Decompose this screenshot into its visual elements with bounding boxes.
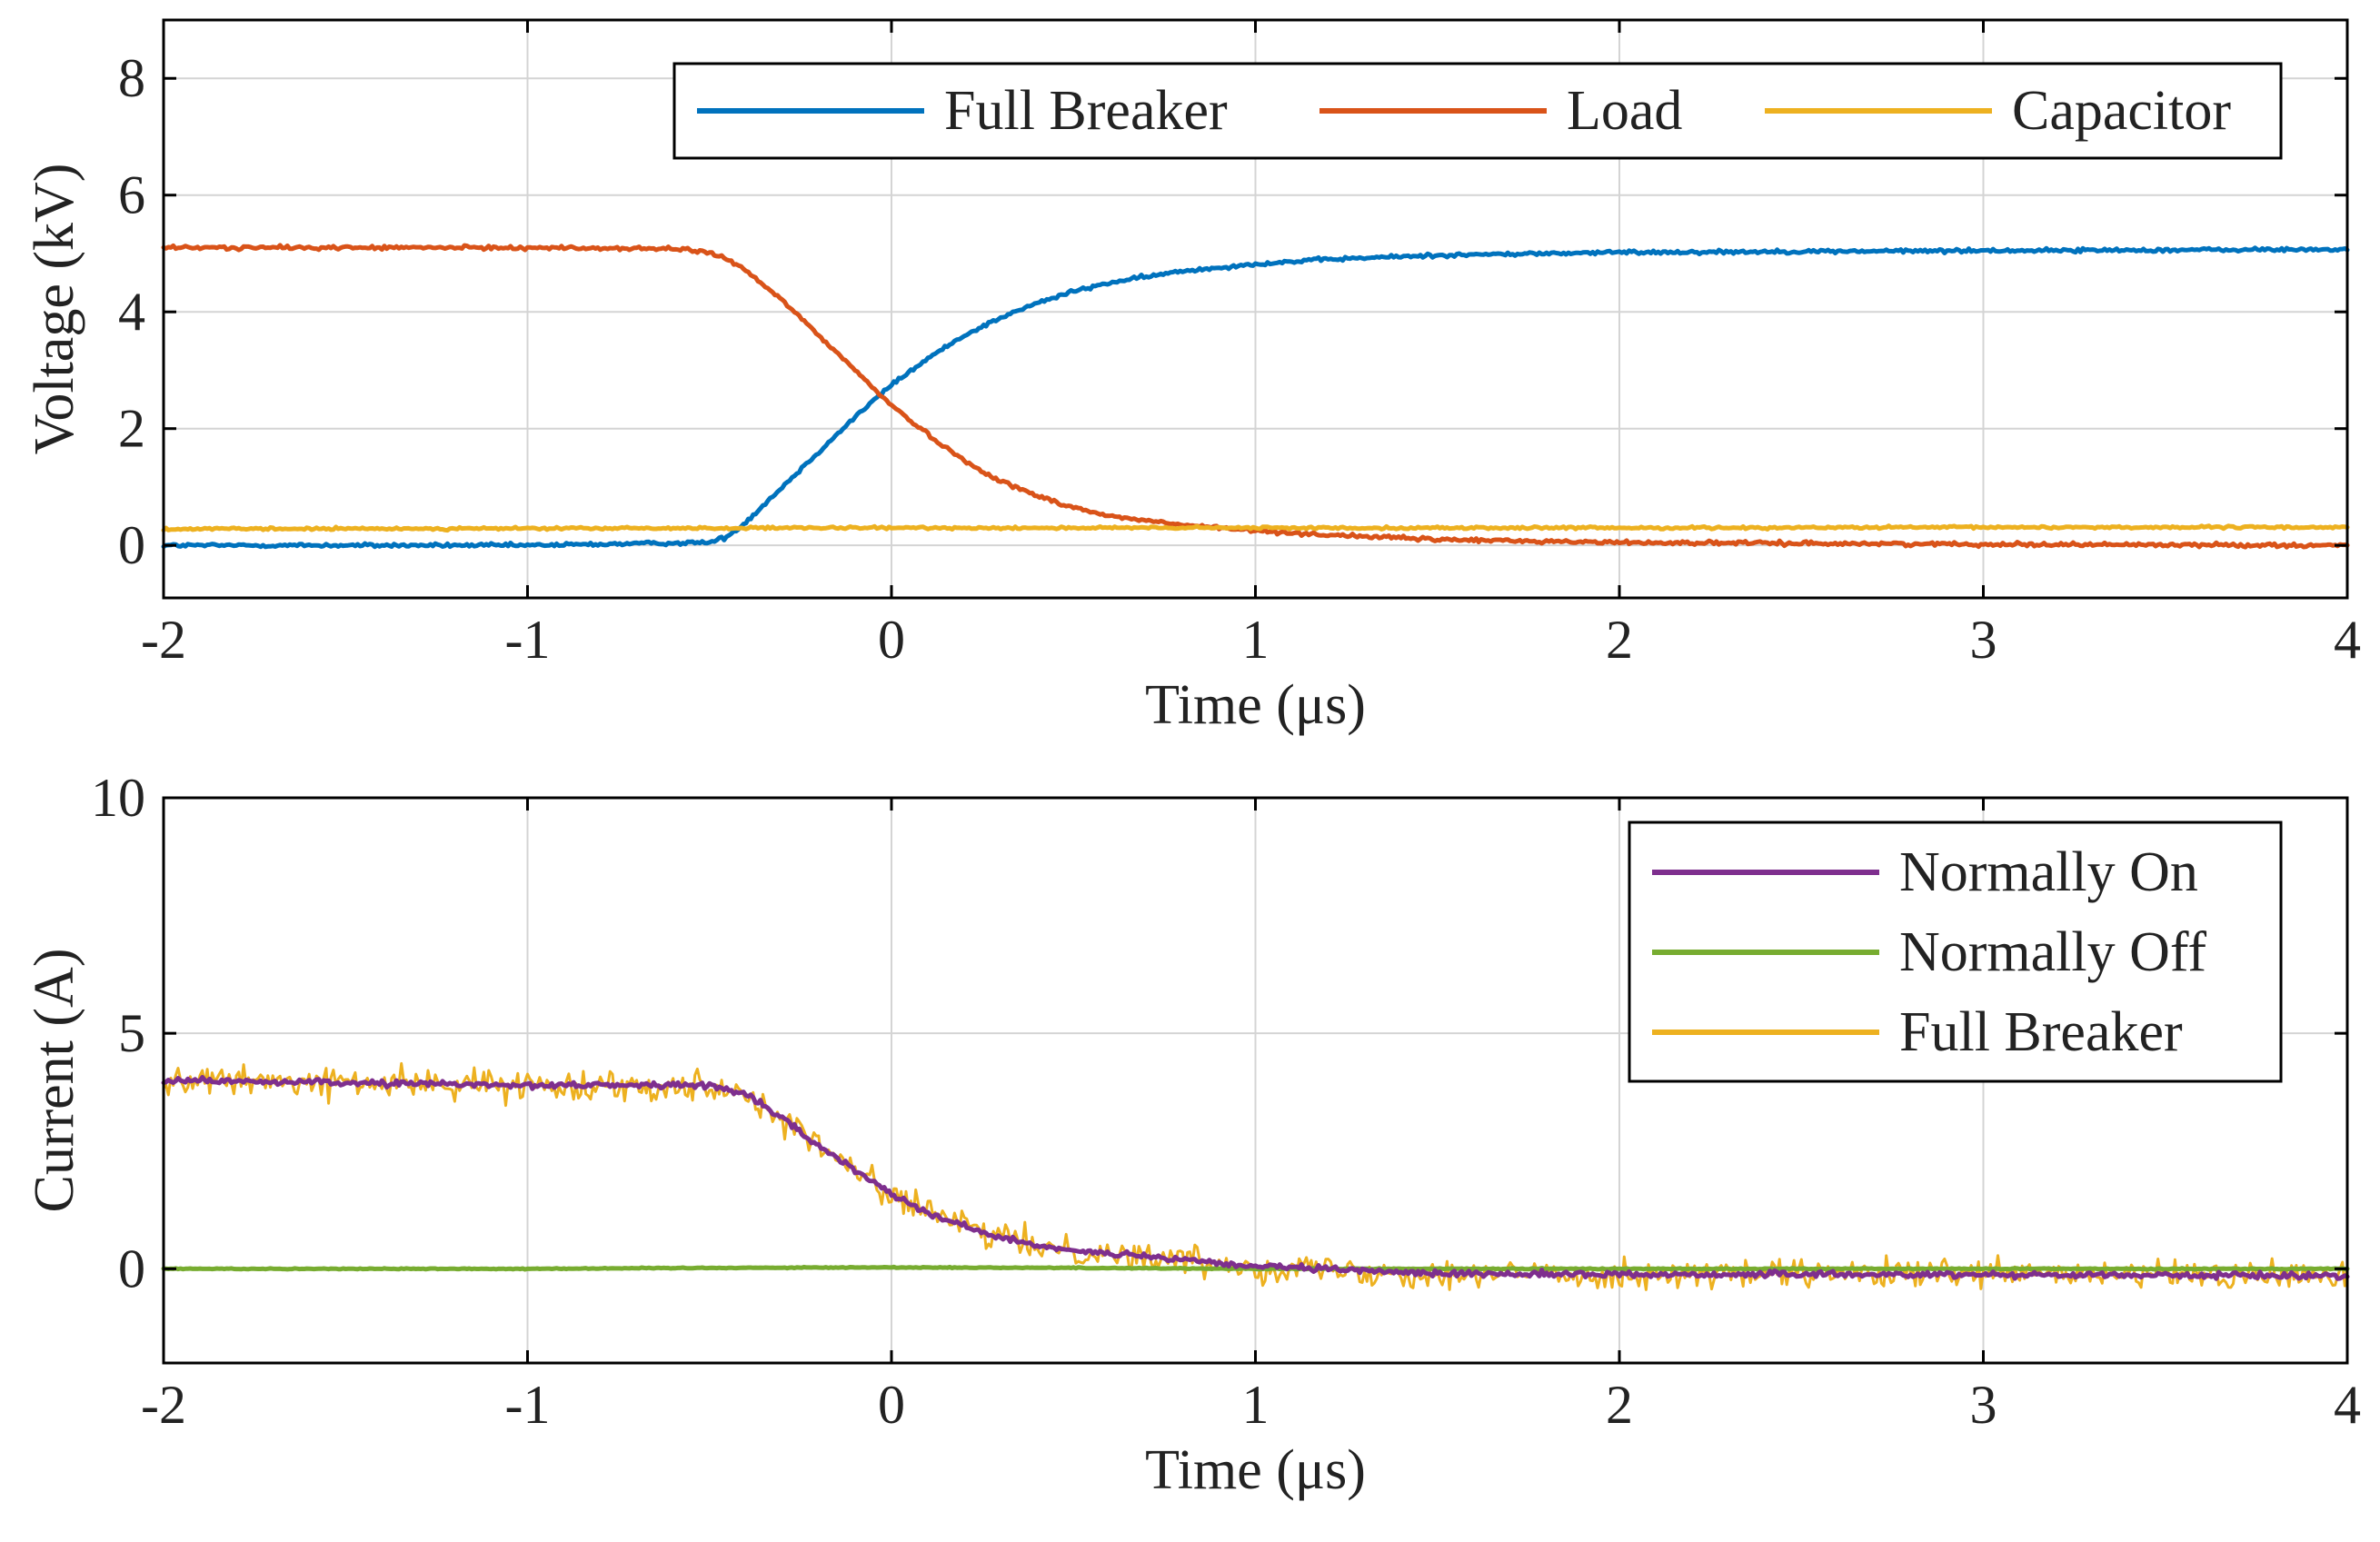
- y-tick-label: 8: [118, 48, 145, 108]
- x-tick-label: 0: [878, 610, 905, 670]
- legend: Full Breaker Load Capacitor: [672, 62, 2283, 160]
- y-tick-label: 5: [118, 1003, 145, 1063]
- series-line-normally-off: [161, 1264, 2350, 1272]
- x-tick-label: -1: [505, 1375, 551, 1435]
- y-tick-label: 0: [118, 1239, 145, 1298]
- series-line-normally-on: [161, 1075, 2350, 1281]
- x-tick-label: 4: [2334, 610, 2361, 670]
- legend-label-normally-on: Normally On: [1899, 841, 2198, 903]
- x-tick-label: 1: [1242, 610, 1270, 670]
- x-tick-label: 2: [1606, 610, 1633, 670]
- x-axis-label: Time (μs): [1145, 674, 1366, 736]
- x-tick-label: 2: [1606, 1375, 1633, 1435]
- x-tick-label: 3: [1970, 1375, 1997, 1435]
- x-tick-label: -2: [141, 610, 186, 670]
- series-line-load: [161, 243, 2350, 550]
- series-line-capacitor: [161, 523, 2350, 533]
- voltage-chart: -2 -1 0 1 2 3 4 0 2 4 6 8 Time (μs) Voltage (kV) Full …: [24, 18, 2361, 736]
- x-axis-label: Time (μs): [1145, 1439, 1366, 1501]
- x-tick-label: 1: [1242, 1375, 1270, 1435]
- series-line-full-breaker: [161, 245, 2350, 550]
- x-tick-label: 3: [1970, 610, 1997, 670]
- y-axis-label: Current (A): [24, 949, 85, 1213]
- legend-label-full-breaker: Full Breaker: [944, 80, 1228, 142]
- x-tick-label: -2: [141, 1375, 186, 1435]
- current-chart: -2 -1 0 1 2 3 4 0 5 10 Time (μs) Current (A) Normall…: [24, 768, 2361, 1501]
- legend-label-load: Load: [1567, 80, 1682, 142]
- legend-label-full-breaker: Full Breaker: [1899, 1001, 2183, 1063]
- y-tick-label: 6: [118, 165, 145, 225]
- y-tick-label: 0: [118, 515, 145, 575]
- y-tick-label: 4: [118, 282, 145, 342]
- y-tick-label: 10: [91, 768, 145, 828]
- x-tick-label: 4: [2334, 1375, 2361, 1435]
- legend-label-capacitor: Capacitor: [2012, 80, 2231, 142]
- legend-label-normally-off: Normally Off: [1899, 921, 2206, 983]
- x-tick-label: 0: [878, 1375, 905, 1435]
- x-tick-label: -1: [505, 610, 551, 670]
- y-tick-label: 2: [118, 399, 145, 459]
- y-axis-label: Voltage (kV): [24, 164, 85, 455]
- legend: Normally On Normally Off Full Breaker: [1628, 821, 2283, 1083]
